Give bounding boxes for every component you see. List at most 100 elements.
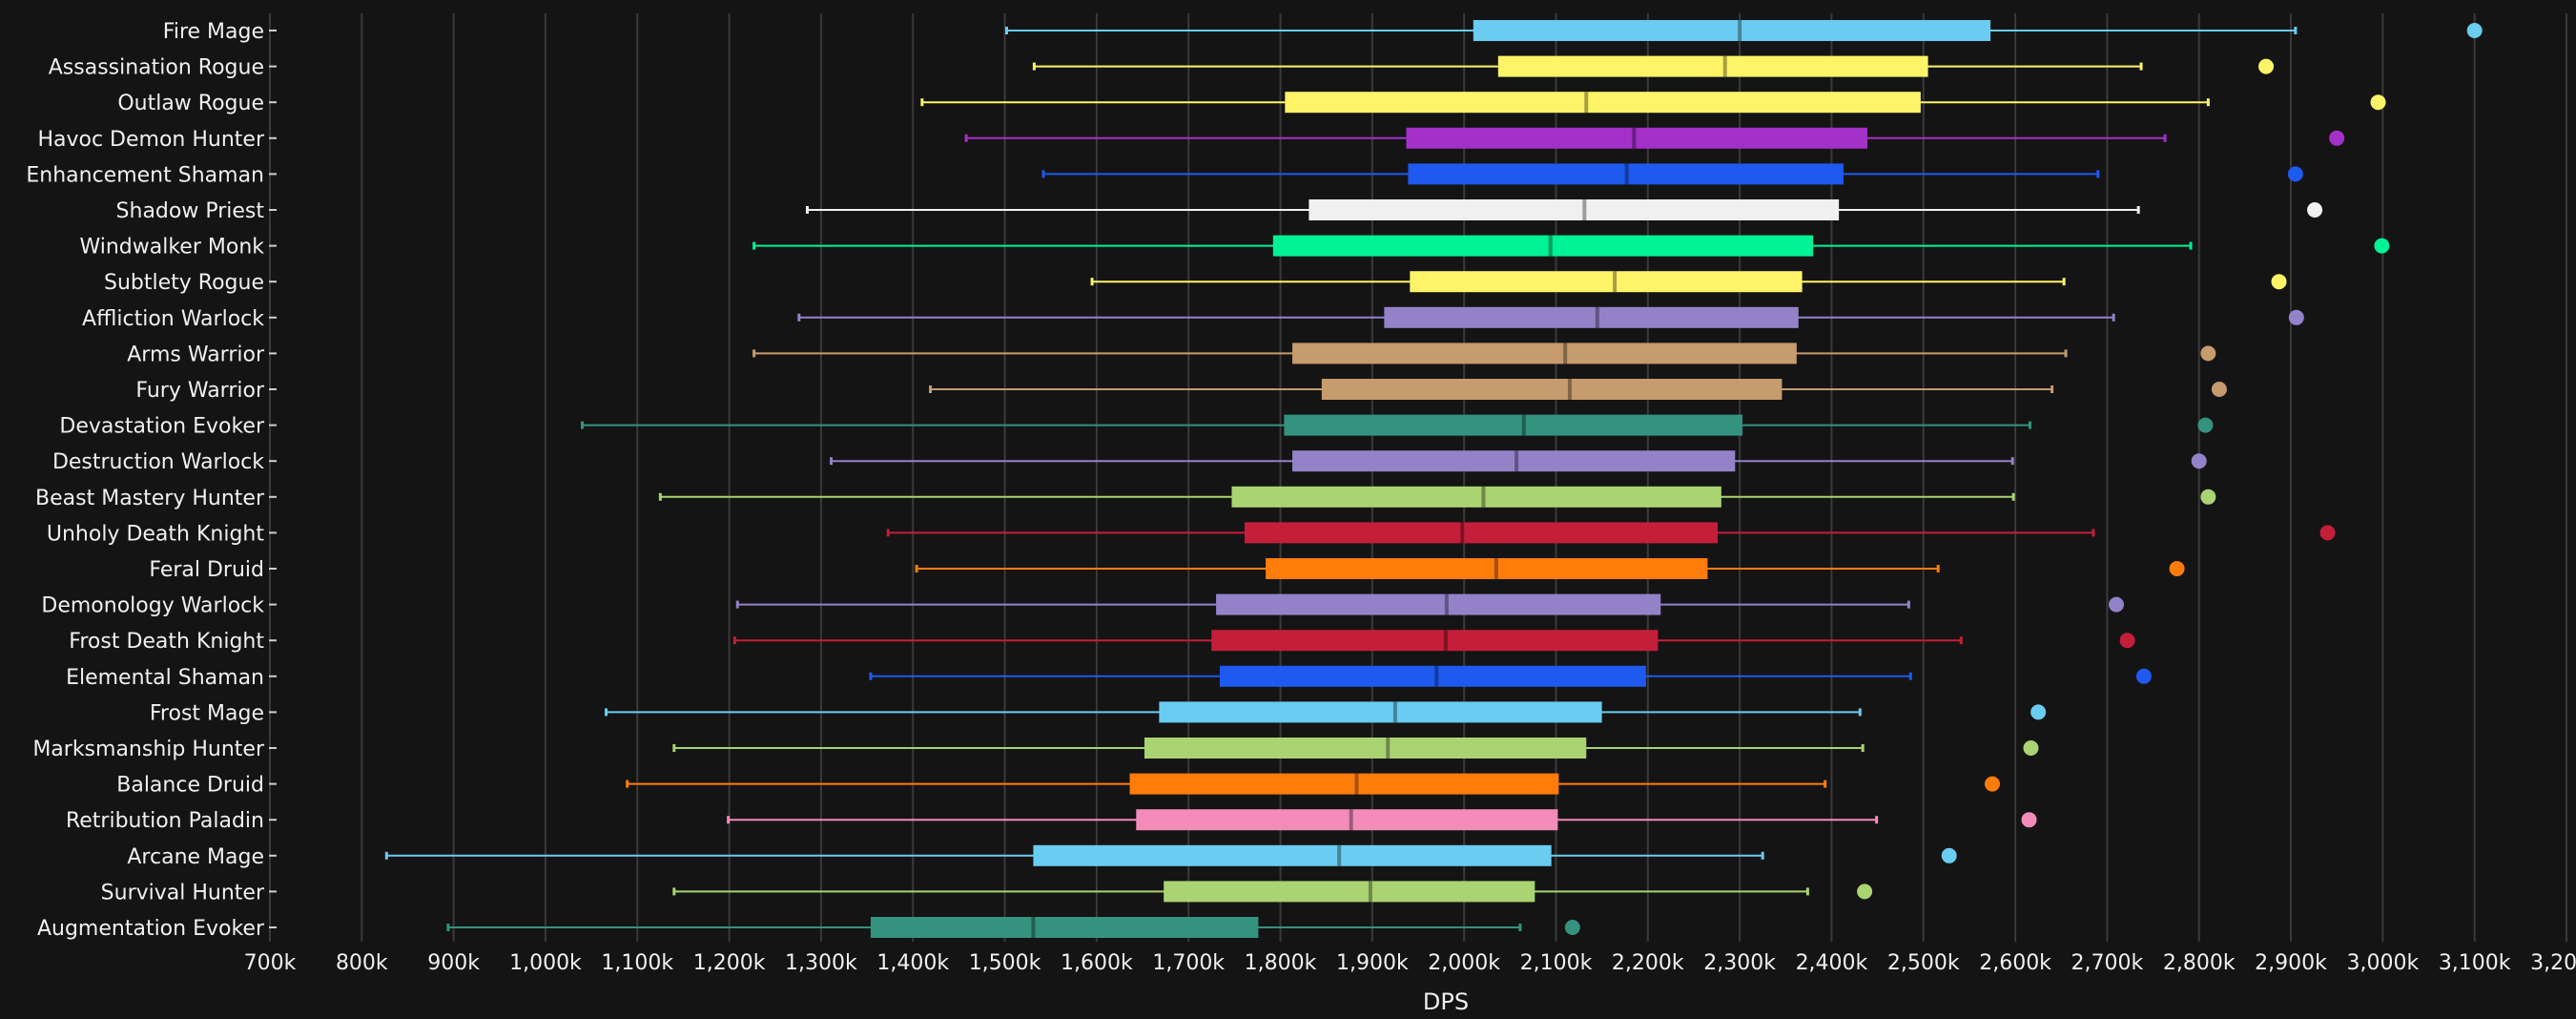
box-plot-row: [752, 235, 2390, 257]
category-label: Arms Warrior: [127, 343, 265, 366]
iqr-box: [1384, 306, 1799, 328]
iqr-box: [1216, 593, 1661, 615]
outlier-point: [2287, 166, 2303, 182]
iqr-box: [1410, 271, 1803, 293]
iqr-box: [1231, 486, 1721, 508]
x-tick-label: 1,700k: [1152, 951, 1225, 975]
box-plot-row: [658, 486, 2216, 508]
iqr-box: [1244, 522, 1719, 544]
category-label: Demonology Warlock: [41, 594, 264, 618]
iqr-box: [1292, 343, 1797, 364]
iqr-box: [1033, 844, 1552, 866]
x-tick-label: 2,300k: [1703, 951, 1776, 975]
box-plot-row: [672, 738, 2039, 759]
category-label: Windwalker Monk: [79, 236, 264, 260]
outlier-point: [2030, 704, 2047, 720]
x-tick-label: 1,100k: [601, 951, 673, 975]
outlier-point: [2169, 561, 2185, 576]
category-label: Arcane Mage: [127, 845, 264, 869]
category-label: Feral Druid: [149, 558, 264, 582]
outlier-point: [2200, 489, 2216, 505]
box-plot-row: [735, 593, 2125, 615]
x-tick-label: 1,800k: [1245, 951, 1317, 975]
box-plot-row: [446, 917, 1580, 938]
box-plot-row: [384, 844, 1957, 866]
box-plot-row: [830, 450, 2207, 472]
outlier-point: [2021, 812, 2037, 828]
category-label: Balance Druid: [116, 774, 264, 798]
category-label: Devastation Evoker: [59, 415, 265, 439]
box-plot-row: [1004, 20, 2483, 41]
iqr-box: [1309, 199, 1840, 220]
outlier-point: [2023, 740, 2039, 756]
grid-lines: [269, 13, 2567, 942]
iqr-box: [1473, 20, 1991, 41]
x-tick-label: 1,500k: [969, 951, 1041, 975]
outlier-point: [1857, 884, 1873, 900]
outlier-point: [2119, 633, 2135, 649]
x-tick-label: 1,300k: [785, 951, 857, 975]
category-label: Fire Mage: [163, 20, 264, 44]
category-label: Enhancement Shaman: [26, 163, 264, 187]
box-plot-row: [1041, 163, 2303, 185]
x-tick-label: 700k: [244, 951, 297, 975]
x-tick-label: 1,200k: [693, 951, 766, 975]
category-label: Shadow Priest: [116, 199, 265, 223]
iqr-box: [870, 917, 1259, 938]
outlier-point: [2466, 23, 2483, 38]
x-tick-label: 1,900k: [1336, 951, 1409, 975]
category-label: Elemental Shaman: [66, 666, 264, 690]
x-tick-labels: 700k 800k 900k 1,000k 1,100k 1,200k 1,300k 1,40…: [244, 951, 2576, 975]
box-plot-row: [1032, 55, 2275, 77]
iqr-box: [1136, 809, 1558, 831]
x-tick-label: 2,900k: [2255, 951, 2327, 975]
box-plot-row: [580, 414, 2214, 436]
x-tick-label: 2,800k: [2163, 951, 2236, 975]
iqr-box: [1497, 55, 1928, 77]
box-plot-row: [1090, 271, 2287, 293]
category-label: Marksmanship Hunter: [32, 738, 265, 761]
category-label: Frost Mage: [150, 701, 264, 725]
outlier-point: [2200, 345, 2216, 362]
iqr-box: [1164, 881, 1535, 903]
box-plot-row: [672, 881, 1873, 903]
iqr-box: [1211, 630, 1659, 652]
outlier-point: [2307, 202, 2323, 218]
outlier-point: [2211, 382, 2227, 397]
x-tick-label: 3,100k: [2439, 951, 2511, 975]
box-plots: [384, 20, 2483, 938]
outlier-point: [2191, 453, 2207, 469]
iqr-box: [1219, 665, 1646, 687]
x-tick-label: 800k: [336, 951, 388, 975]
x-tick-label: 2,200k: [1612, 951, 1684, 975]
iqr-box: [1272, 235, 1814, 257]
box-plot-row: [727, 809, 2037, 831]
iqr-box: [1129, 773, 1559, 795]
category-label: Havoc Demon Hunter: [37, 128, 264, 152]
x-tick-label: 3,000k: [2346, 951, 2419, 975]
outlier-point: [2370, 94, 2386, 111]
outlier-point: [2329, 130, 2345, 146]
outlier-point: [2288, 309, 2304, 325]
outlier-point: [2271, 274, 2287, 290]
x-tick-label: 2,700k: [2071, 951, 2144, 975]
box-plot-row: [915, 558, 2185, 579]
iqr-box: [1144, 738, 1587, 759]
x-tick-label: 1,600k: [1061, 951, 1133, 975]
category-labels: Fire Mage Assassination Rogue Outlaw Rogue…: [26, 20, 277, 941]
outlier-point: [2258, 58, 2275, 74]
box-plot-row: [869, 665, 2152, 687]
x-tick-label: 2,000k: [1428, 951, 1500, 975]
x-tick-label: 2,500k: [1887, 951, 1960, 975]
iqr-box: [1284, 414, 1743, 436]
x-tick-label: 1,400k: [876, 951, 949, 975]
category-label: Augmentation Evoker: [37, 917, 265, 941]
x-tick-label: 3,200k: [2530, 951, 2576, 975]
iqr-box: [1266, 558, 1708, 579]
category-label: Beast Mastery Hunter: [35, 487, 265, 510]
iqr-box: [1408, 163, 1844, 185]
outlier-point: [1564, 920, 1580, 935]
box-plot-row: [752, 343, 2216, 364]
x-tick-label: 1,000k: [509, 951, 582, 975]
